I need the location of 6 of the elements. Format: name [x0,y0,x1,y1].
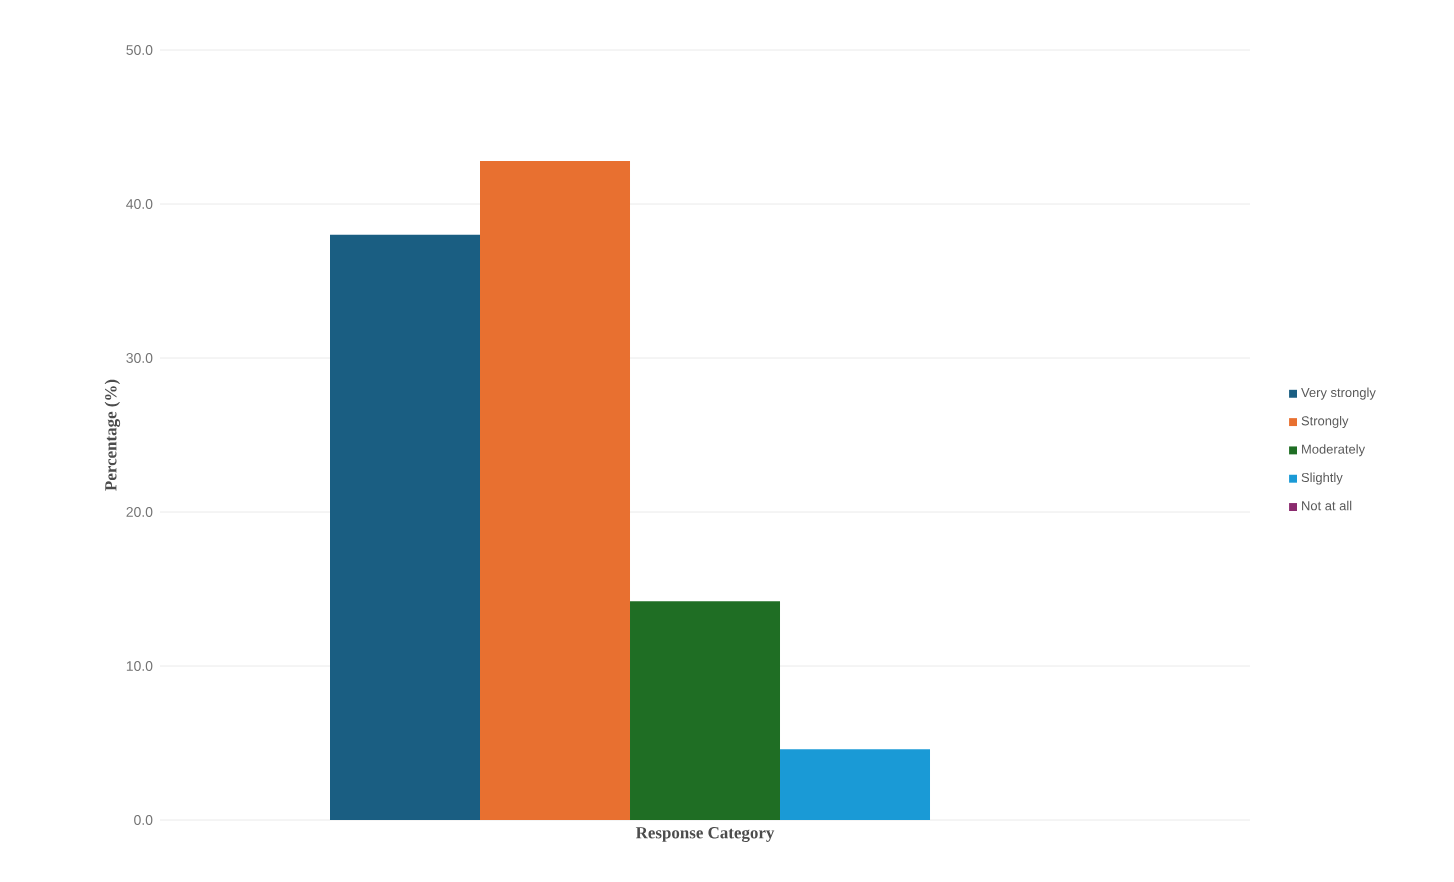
bar [780,749,931,820]
bar [330,234,480,820]
bar [480,160,631,820]
x-axis-title: Response Category [635,827,775,842]
bar [630,601,781,820]
y-axis-title: Percentage (%) [104,379,121,491]
